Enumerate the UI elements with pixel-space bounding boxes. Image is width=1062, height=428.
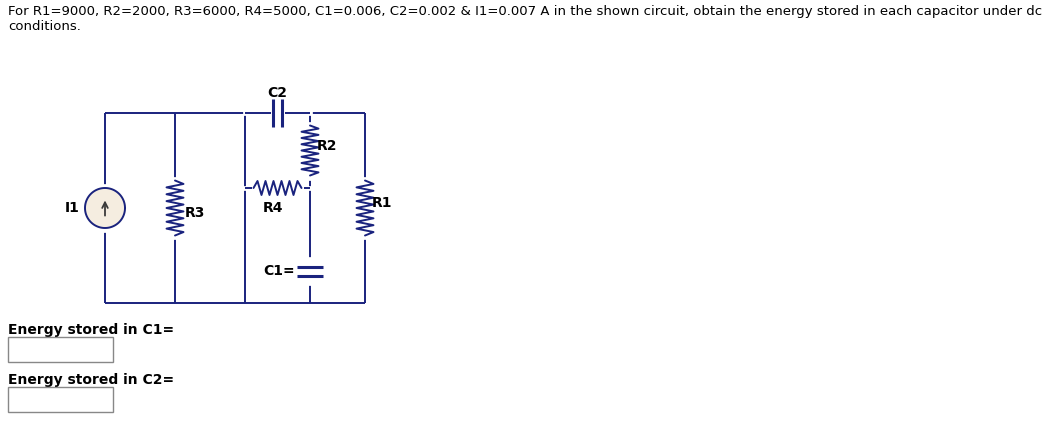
Text: Energy stored in C1=: Energy stored in C1= <box>8 323 174 337</box>
Text: R1: R1 <box>372 196 393 210</box>
Text: R3: R3 <box>185 206 205 220</box>
Text: C2: C2 <box>268 86 288 100</box>
Text: I1: I1 <box>65 201 80 215</box>
Text: Energy stored in C2=: Energy stored in C2= <box>8 373 174 387</box>
Text: R2: R2 <box>316 139 338 152</box>
FancyBboxPatch shape <box>8 337 113 362</box>
Polygon shape <box>85 188 125 228</box>
Text: R4: R4 <box>262 201 282 215</box>
FancyBboxPatch shape <box>8 387 113 412</box>
Text: C1=: C1= <box>263 264 295 278</box>
Text: For R1=9000, R2=2000, R3=6000, R4=5000, C1=0.006, C2=0.002 & I1=0.007 A in the s: For R1=9000, R2=2000, R3=6000, R4=5000, … <box>8 5 1042 18</box>
Text: conditions.: conditions. <box>8 20 81 33</box>
